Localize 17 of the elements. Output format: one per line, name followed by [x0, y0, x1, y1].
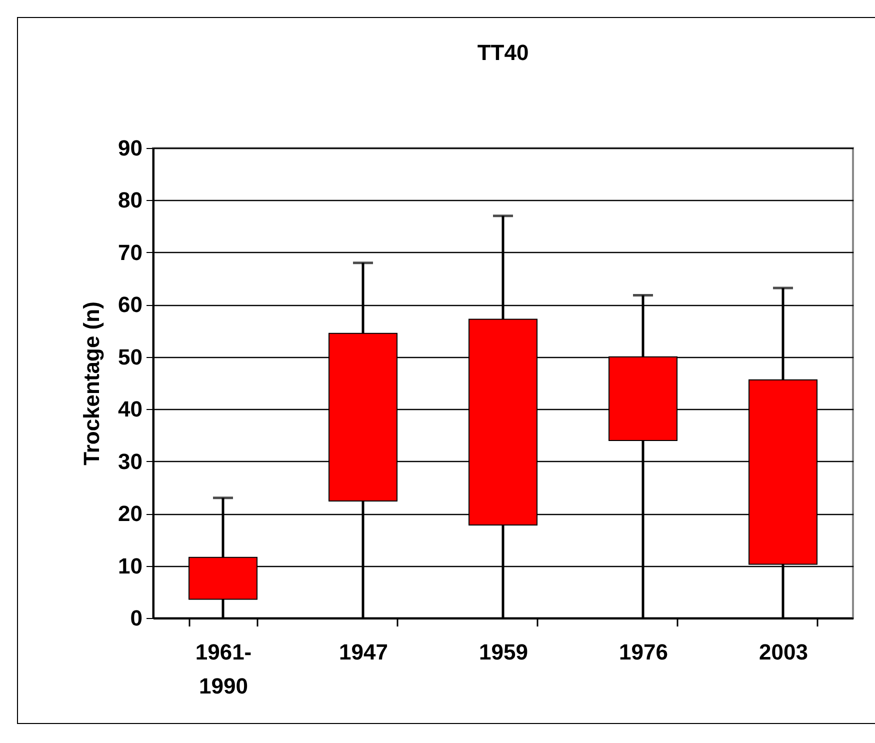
y-axis-title: Trockentage (n) — [79, 302, 104, 466]
x-tick-label: 1961-1990 — [195, 640, 252, 698]
x-tick-label: 2003 — [759, 640, 808, 664]
y-tick-label: 30 — [118, 448, 142, 474]
y-tick-label: 0 — [130, 606, 142, 630]
y-tick-label: 50 — [118, 344, 142, 370]
y-tick-label: 10 — [118, 553, 142, 578]
y-tick-label: 60 — [118, 292, 142, 318]
x-tick-label: 1947 — [339, 640, 388, 664]
y-tick-label: 20 — [118, 501, 142, 526]
y-tick-label: 40 — [118, 396, 142, 422]
y-tick-label: 90 — [118, 136, 142, 160]
y-tick-label: 70 — [118, 240, 142, 265]
chart-title: TT40 — [477, 40, 529, 65]
x-tick-label: 1976 — [619, 640, 668, 664]
y-tick-label: 80 — [118, 188, 142, 213]
x-tick-label: 1959 — [479, 640, 528, 664]
